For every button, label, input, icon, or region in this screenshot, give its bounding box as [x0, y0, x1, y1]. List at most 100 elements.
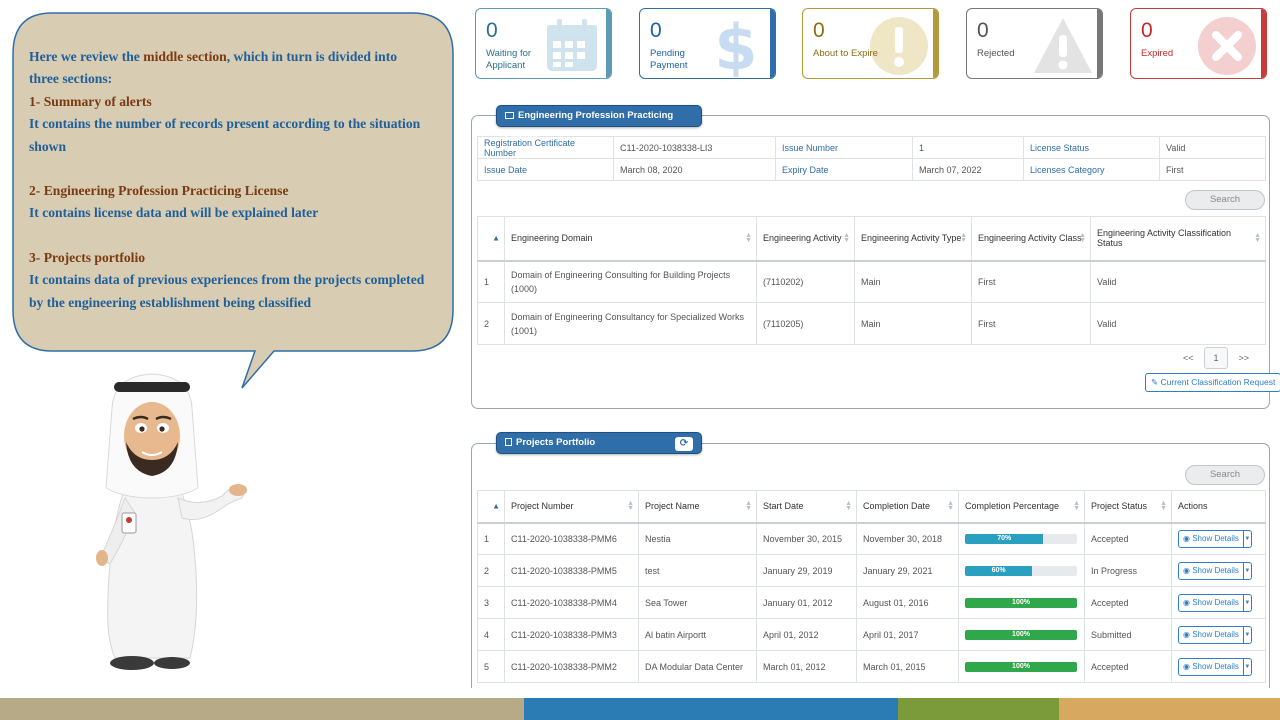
project-number-cell: C11-2020-1038338-PMM6: [504, 522, 639, 555]
col-index[interactable]: ▲: [477, 490, 505, 524]
actions-cell: ◉ Show Details ▼: [1171, 650, 1266, 683]
table-row: 3 C11-2020-1038338-PMM4 Sea Tower Januar…: [477, 586, 1266, 619]
show-details-button[interactable]: ◉ Show Details ▼: [1178, 625, 1252, 644]
category-label: Licenses Category: [1023, 158, 1160, 181]
bubble-intro: Here we review the: [29, 49, 144, 64]
row-index: 3: [477, 586, 505, 619]
license-panel-tab: Engineering Profession Practicing Licenc…: [496, 105, 702, 141]
alert-card-about-to-expire[interactable]: 0 About to Expire: [802, 8, 939, 79]
col-engineering-activity[interactable]: Engineering Activity ▲ ▼: [756, 216, 855, 262]
book-icon: [505, 438, 512, 446]
section3-text: It contains data of previous experiences…: [29, 272, 425, 310]
col-project-status[interactable]: Project Status ▲ ▼: [1084, 490, 1172, 524]
license-tab-label: Engineering Profession Practicing Licenc…: [505, 110, 674, 141]
progress-bar: 60%: [965, 565, 1077, 576]
eye-icon: ◉: [1183, 629, 1190, 639]
actions-cell: ◉ Show Details ▼: [1171, 586, 1266, 619]
footer-color-segment: [898, 698, 1059, 720]
activity-class-cell: First: [971, 260, 1091, 303]
x-circle-icon: [1196, 15, 1258, 77]
col-label: Project Status: [1091, 501, 1148, 512]
speech-bubble: Here we review the middle section, which…: [12, 12, 454, 390]
portfolio-tab-label: Projects Portfolio: [516, 437, 596, 448]
section3-title: 3- Projects portfolio: [29, 249, 146, 265]
section2-title: 2- Engineering Profession Practicing Lic…: [29, 183, 289, 199]
col-project-number[interactable]: Project Number ▲ ▼: [504, 490, 639, 524]
progress-bar: 100%: [965, 597, 1077, 608]
warning-triangle-icon: [1032, 15, 1094, 77]
project-name-cell: Sea Tower: [638, 586, 757, 619]
col-activity-class[interactable]: Engineering Activity Class ▲ ▼: [971, 216, 1091, 262]
license-search-input[interactable]: Search: [1185, 190, 1265, 210]
completion-date-cell: January 29, 2021: [856, 554, 959, 587]
credit-card-icon: [505, 112, 514, 119]
start-date-cell: January 29, 2019: [756, 554, 857, 587]
refresh-icon: ⟳: [679, 438, 689, 449]
refresh-button[interactable]: ⟳: [675, 437, 693, 451]
classification-status-cell: Valid: [1090, 302, 1266, 345]
alert-card-rejected[interactable]: 0 Rejected: [966, 8, 1103, 79]
sort-asc-icon: ▲: [492, 501, 500, 511]
license-activities-table: ▲ Engineering Domain ▲ ▼ Engineering Activ…: [477, 216, 1266, 345]
show-details-button[interactable]: ◉ Show Details ▼: [1178, 593, 1252, 612]
sort-icon: ▲ ▼: [627, 500, 634, 513]
pager-next-button[interactable]: >>: [1238, 353, 1250, 363]
table-row: 2 C11-2020-1038338-PMM5 test January 29,…: [477, 554, 1266, 587]
table-row: 5 C11-2020-1038338-PMM2 DA Modular Data …: [477, 650, 1266, 683]
expiry-date-label: Expiry Date: [775, 158, 913, 181]
current-classification-request-button[interactable]: ✎ Current Classification Request: [1145, 373, 1280, 392]
col-label: Engineering Activity Class: [978, 233, 1082, 244]
col-activity-type[interactable]: Engineering Activity Type ▲ ▼: [854, 216, 972, 262]
col-completion-date[interactable]: Completion Date ▲ ▼: [856, 490, 959, 524]
alert-card-accent: [1097, 9, 1102, 78]
col-index[interactable]: ▲: [477, 216, 505, 262]
col-classification-status[interactable]: Engineering Activity Classification Stat…: [1090, 216, 1266, 262]
chevron-down-icon[interactable]: ▼: [1242, 626, 1251, 643]
footer-color-segment: [524, 698, 898, 720]
completion-percentage-cell: 70%: [958, 522, 1085, 555]
portfolio-search-input[interactable]: Search: [1185, 465, 1265, 485]
col-start-date[interactable]: Start Date ▲ ▼: [756, 490, 857, 524]
row-index: 5: [477, 650, 505, 683]
section1-text: It contains the number of records presen…: [29, 116, 421, 154]
license-status-label: License Status: [1023, 136, 1160, 159]
completion-date-cell: August 01, 2016: [856, 586, 959, 619]
chevron-down-icon[interactable]: ▼: [1242, 594, 1251, 611]
project-number-cell: C11-2020-1038338-PMM3: [504, 618, 639, 651]
alert-label: Rejected: [977, 48, 1015, 59]
chevron-down-icon[interactable]: ▼: [1242, 658, 1251, 675]
start-date-cell: January 01, 2012: [756, 586, 857, 619]
projects-table: ▲ Project Number ▲ ▼ Project Name ▲ ▼ Start …: [477, 490, 1266, 683]
portfolio-panel-tab: Projects Portfolio ⟳: [496, 432, 702, 454]
project-status-cell: Accepted: [1084, 586, 1172, 619]
license-status-value: Valid: [1159, 136, 1266, 159]
col-label: Start Date: [763, 501, 804, 512]
alert-card-waiting-for-applicant[interactable]: 0 Waiting for Applicant: [475, 8, 612, 79]
alert-card-pending-payment[interactable]: $ 0 Pending Payment: [639, 8, 776, 79]
alert-count: 0: [1141, 19, 1153, 42]
alert-card-accent: [1261, 9, 1266, 78]
completion-date-cell: March 01, 2015: [856, 650, 959, 683]
alert-card-expired[interactable]: 0 Expired: [1130, 8, 1267, 79]
col-label: Engineering Domain: [511, 233, 593, 244]
project-number-cell: C11-2020-1038338-PMM5: [504, 554, 639, 587]
actions-cell: ◉ Show Details ▼: [1171, 554, 1266, 587]
col-engineering-domain[interactable]: Engineering Domain ▲ ▼: [504, 216, 757, 262]
eye-icon: ◉: [1183, 565, 1190, 575]
progress-fill: 60%: [965, 565, 1033, 576]
speech-bubble-shape: [12, 12, 454, 389]
bubble-text: Here we review the middle section, which…: [29, 46, 429, 314]
progress-bar: 70%: [965, 533, 1077, 544]
show-details-button[interactable]: ◉ Show Details ▼: [1178, 561, 1252, 580]
show-details-button[interactable]: ◉ Show Details ▼: [1178, 657, 1252, 676]
table-row: 4 C11-2020-1038338-PMM3 Al batin Airport…: [477, 618, 1266, 651]
chevron-down-icon[interactable]: ▼: [1242, 530, 1251, 547]
pager-prev-button[interactable]: <<: [1183, 353, 1194, 363]
alert-card-accent: [933, 9, 938, 78]
activity-type-cell: Main: [854, 260, 972, 303]
show-details-button[interactable]: ◉ Show Details ▼: [1178, 529, 1252, 548]
pager-page-button[interactable]: 1: [1204, 347, 1229, 369]
col-completion-percentage[interactable]: Completion Percentage ▲ ▼: [958, 490, 1085, 524]
chevron-down-icon[interactable]: ▼: [1242, 562, 1251, 579]
col-project-name[interactable]: Project Name ▲ ▼: [638, 490, 757, 524]
